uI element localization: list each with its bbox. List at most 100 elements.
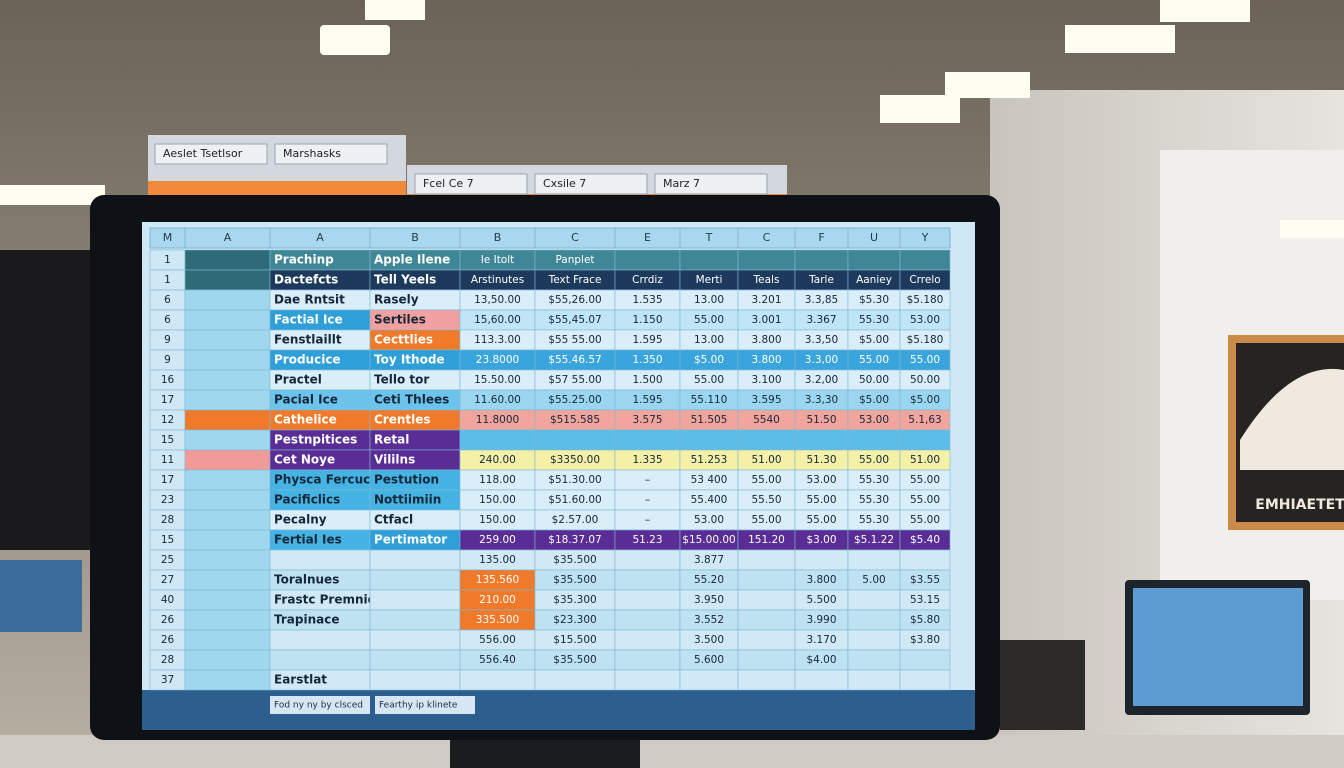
- column-header-label: Y: [921, 231, 929, 244]
- cell-text: 53 400: [691, 474, 728, 486]
- cell: [899, 669, 951, 691]
- sign-logo: [1240, 368, 1344, 470]
- cell-text: Physca Fercuct: [274, 473, 376, 487]
- cell-text: Ceti Thlees: [374, 393, 449, 407]
- cell-text: Fertial Ies: [274, 533, 342, 547]
- cell-text: 55.30: [859, 314, 889, 326]
- cell-text: 240.00: [479, 454, 516, 466]
- left-monitor: [0, 560, 82, 632]
- row-number: 6: [164, 314, 171, 326]
- taskbar-item: [270, 696, 370, 714]
- cell-text: Crrdiz: [632, 274, 663, 286]
- cell-text: 1.150: [632, 314, 662, 326]
- cell: [459, 429, 536, 451]
- cell-text: 3.001: [751, 314, 781, 326]
- cell-text: $35.500: [553, 654, 596, 666]
- tab: [654, 173, 768, 195]
- cell-text: 55.30: [859, 494, 889, 506]
- row-number: 27: [161, 574, 174, 586]
- row-number: 37: [161, 674, 174, 686]
- cell-text: $23.300: [553, 614, 596, 626]
- laptop-screen: [1133, 588, 1303, 706]
- cell-text: $5.30: [859, 294, 889, 306]
- cell-text: 259.00: [479, 534, 516, 546]
- cell-text: 55.400: [691, 494, 728, 506]
- cell-text: $5.40: [910, 534, 940, 546]
- cell-text: 55.00: [694, 374, 724, 386]
- row-number: 17: [161, 474, 174, 486]
- cell-text: $55,26.00: [548, 294, 601, 306]
- cell-text: 3.500: [694, 634, 724, 646]
- cell-text: 210.00: [479, 594, 516, 606]
- tab: [414, 173, 528, 195]
- cell-text: $5.00: [859, 334, 889, 346]
- cell: [184, 449, 271, 471]
- row-number: 15: [161, 434, 174, 446]
- cell-text: 3.800: [751, 334, 781, 346]
- row-number: 12: [161, 414, 174, 426]
- cell-text: Pecalny: [274, 513, 327, 527]
- light: [1160, 0, 1250, 22]
- cell-text: 13.00: [694, 294, 724, 306]
- cell-text: 55.30: [859, 474, 889, 486]
- cell: [847, 669, 901, 691]
- cell-text: Merti: [696, 274, 723, 286]
- cell-text: $55,45.07: [548, 314, 601, 326]
- cell-text: 3.950: [694, 594, 724, 606]
- cell-text: 11.60.00: [474, 394, 521, 406]
- cell: [794, 669, 849, 691]
- cell-text: Cathelice: [274, 413, 337, 427]
- cell-text: 23.8000: [476, 354, 519, 366]
- cell-text: 3.100: [751, 374, 781, 386]
- column-header-label: B: [494, 231, 502, 244]
- ceiling-lights: [0, 0, 1344, 238]
- cell: [899, 549, 951, 571]
- cell: [847, 629, 901, 651]
- cell: [737, 569, 796, 591]
- cell-text: Ctfacl: [374, 513, 413, 527]
- cell-text: Pestution: [374, 473, 439, 487]
- cell-text: 55.00: [806, 514, 836, 526]
- cell-text: $35.500: [553, 554, 596, 566]
- cell-text: 51.50: [806, 414, 836, 426]
- cell: [369, 569, 461, 591]
- light: [320, 25, 390, 55]
- cell: [614, 609, 681, 631]
- cell-text: 55.00: [751, 514, 781, 526]
- cell: [269, 629, 371, 651]
- cell: [369, 589, 461, 611]
- cell-text: Teals: [753, 274, 780, 286]
- light: [1280, 220, 1344, 238]
- cell-text: Frastc Premnices: [274, 593, 390, 607]
- light: [880, 95, 960, 123]
- cell-text: 55.00: [751, 474, 781, 486]
- row-number: 9: [164, 354, 171, 366]
- cell: [737, 609, 796, 631]
- cell-text: 13.00: [694, 334, 724, 346]
- cell: [369, 549, 461, 571]
- tab-label: Marshasks: [283, 147, 341, 160]
- cell-text: 5.600: [694, 654, 724, 666]
- cell-text: $5.00: [859, 394, 889, 406]
- cell-text: 3.877: [694, 554, 724, 566]
- cell-text: 1.595: [632, 394, 662, 406]
- cell-text: $3.80: [910, 634, 940, 646]
- cell-text: 53.00: [806, 474, 836, 486]
- tab: [154, 143, 268, 165]
- cell-text: $5.00: [694, 354, 724, 366]
- cell-text: Factial Ice: [274, 313, 343, 327]
- column-header-label: C: [571, 231, 579, 244]
- cell-text: Ie Itolt: [481, 254, 515, 266]
- printer: [1000, 640, 1085, 730]
- row-number: 1: [164, 254, 171, 266]
- cell-text: 53.15: [910, 594, 940, 606]
- cell-text: 50.00: [910, 374, 940, 386]
- cell-text: 5.00: [862, 574, 885, 586]
- cell: [369, 649, 461, 671]
- cell-text: Nottiimiin: [374, 493, 441, 507]
- cell-text: Vililns: [374, 453, 415, 467]
- cell-text: Text Frace: [548, 274, 602, 286]
- tab: [274, 143, 388, 165]
- row-number: 9: [164, 334, 171, 346]
- tab: [534, 173, 648, 195]
